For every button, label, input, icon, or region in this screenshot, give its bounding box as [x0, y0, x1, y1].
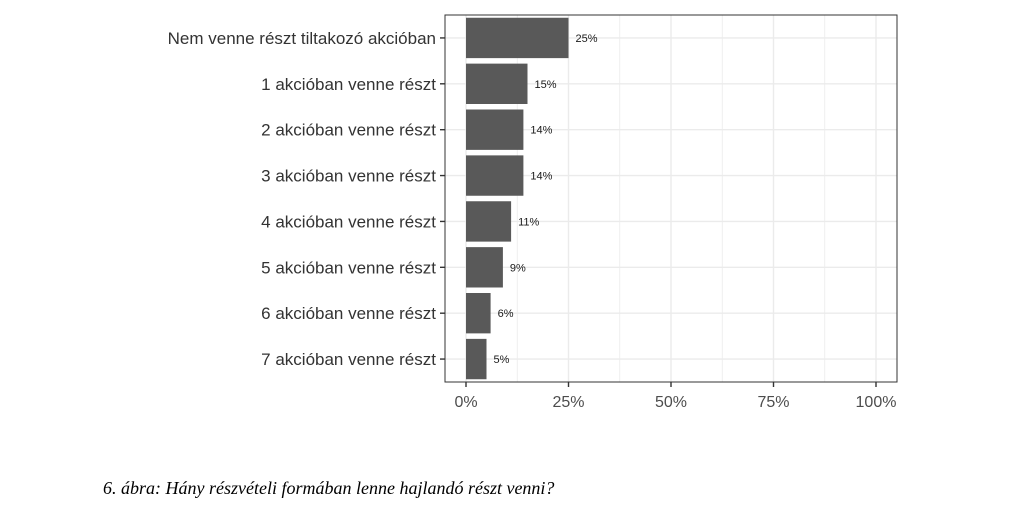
- category-label: 1 akcióban venne részt: [261, 75, 436, 94]
- axis-ticks: [440, 37, 877, 387]
- bar: [466, 63, 528, 104]
- data-label: 25%: [576, 33, 598, 45]
- data-label: 6%: [498, 308, 514, 320]
- bar: [466, 247, 503, 288]
- figure-caption: 6. ábra: Hány részvételi formában lenne …: [103, 478, 555, 498]
- bar: [466, 293, 491, 334]
- data-label: 14%: [530, 171, 552, 183]
- bar: [466, 155, 524, 196]
- data-label: 15%: [535, 79, 557, 91]
- bars: 25% 15% 14% 14% 11% 9% 6% 5%: [466, 17, 598, 380]
- category-label: Nem venne részt tiltakozó akcióban: [168, 29, 436, 48]
- x-tick-label: 50%: [655, 394, 687, 411]
- category-label: 4 akcióban venne részt: [261, 212, 436, 231]
- category-label: 5 akcióban venne részt: [261, 258, 436, 277]
- data-label: 5%: [494, 354, 510, 366]
- x-tick-label: 0%: [454, 394, 477, 411]
- category-label: 3 akcióban venne részt: [261, 167, 436, 186]
- category-label: 7 akcióban venne részt: [261, 350, 436, 369]
- x-tick-label: 100%: [856, 394, 897, 411]
- category-label: 2 akcióban venne részt: [261, 121, 436, 140]
- data-label: 11%: [518, 216, 539, 228]
- bar: [466, 338, 487, 380]
- axis-labels: Nem venne részt tiltakozó akcióban 1 akci…: [168, 29, 897, 411]
- bar: [466, 201, 512, 242]
- data-label: 9%: [510, 262, 526, 274]
- x-tick-label: 75%: [757, 394, 789, 411]
- bar: [466, 109, 524, 150]
- bar: [466, 17, 569, 59]
- x-tick-label: 25%: [552, 394, 584, 411]
- data-label: 14%: [530, 125, 552, 137]
- bar-chart: 25% 15% 14% 14% 11% 9% 6% 5% Nem venne részt ti…: [168, 14, 898, 411]
- category-label: 6 akcióban venne részt: [261, 304, 436, 323]
